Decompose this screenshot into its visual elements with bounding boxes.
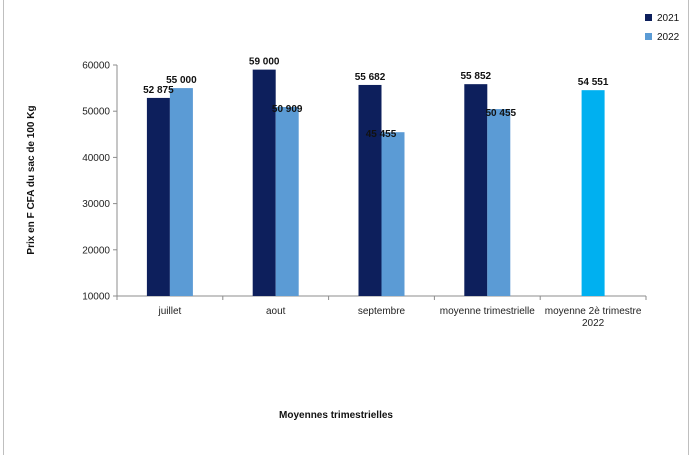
bar-2022-2 [381,132,405,296]
bar-2022-4 [581,90,605,296]
bar-2021-2 [358,84,382,296]
legend-label-2022: 2022 [657,32,680,43]
x-tick-label: septembre [358,306,406,317]
bar-2021-0 [146,97,170,296]
x-axis-title: Moyennes trimestrielles [279,410,393,421]
data-label-2021-2: 55 682 [355,72,386,83]
x-tick-label: moyenne 2è trimestre [545,306,642,317]
y-tick-label: 30000 [82,199,110,210]
x-tick-label: juillet [158,306,182,317]
data-label-2022-2: 45 455 [366,129,397,140]
data-label-2022-0: 55 000 [166,75,197,86]
y-axis: 10000 20000 30000 40000 50000 60000 [82,61,118,303]
x-tick-label: moyenne trimestrielle [440,306,535,317]
legend-swatch-2022 [645,33,652,40]
x-axis: juillet aout septembre moyenne trimestriell… [116,295,647,329]
data-label-2021-1: 59 000 [249,57,280,68]
data-label-2022-1: 50 909 [272,104,303,115]
data-labels: 52 875 59 000 55 682 55 852 55 000 50 909 45 4… [143,57,609,141]
y-tick-label: 60000 [82,61,110,72]
y-tick-label: 50000 [82,107,110,118]
bar-2022-0 [169,88,193,296]
legend-swatch-2021 [645,14,652,21]
bar-2021-1 [252,69,276,297]
y-tick-label: 20000 [82,245,110,256]
y-tick-label: 40000 [82,153,110,164]
bar-2022-3 [487,109,511,296]
data-label-2021-3: 55 852 [461,71,492,82]
bar-2022-1 [275,107,299,296]
y-axis-title: Prix en F CFA du sac de 100 Kg [26,105,37,254]
data-label-2021-0: 52 875 [143,85,174,96]
data-label-2022-4: 54 551 [578,77,609,88]
x-tick-label: aout [266,306,286,317]
bar-2021-3 [464,84,488,296]
legend-label-2021: 2021 [657,13,680,24]
data-label-2022-3: 50 455 [486,108,517,119]
y-tick-label: 10000 [82,292,110,303]
chart-frame [3,0,689,455]
x-tick-label: 2022 [582,318,605,329]
legend: 2021 2022 [645,13,680,43]
bars [146,69,605,297]
